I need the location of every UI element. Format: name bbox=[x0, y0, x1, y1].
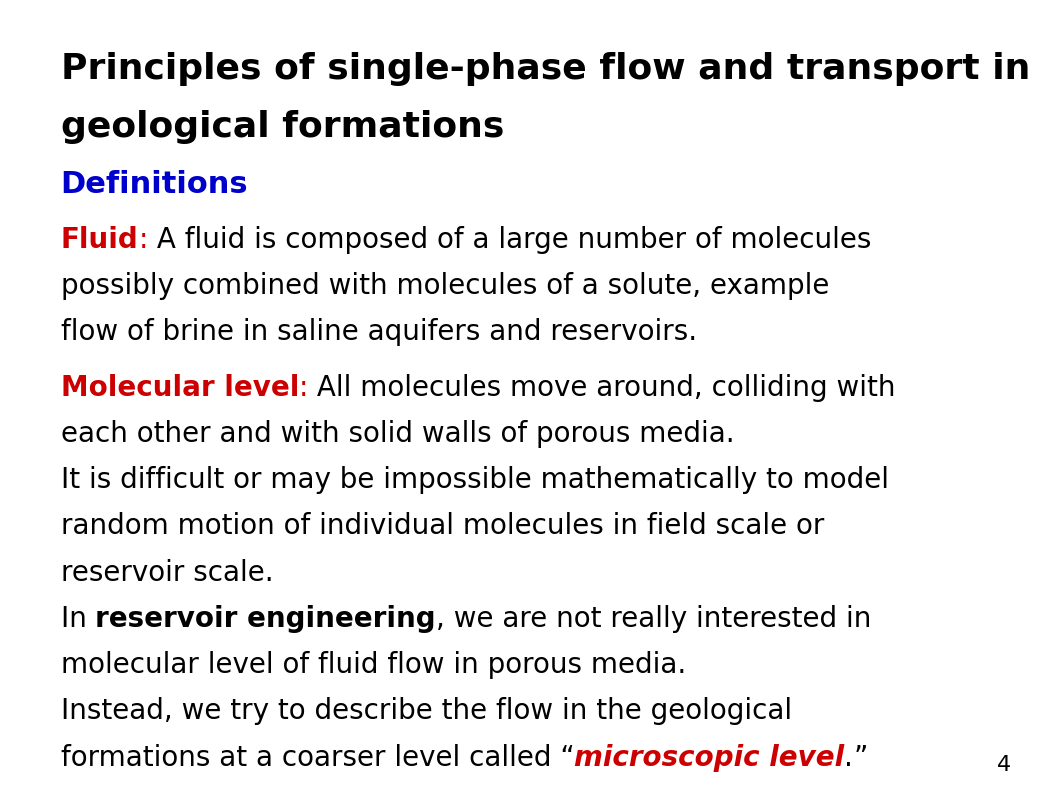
Text: microscopic level: microscopic level bbox=[575, 744, 844, 771]
Text: formations at a coarser level called “: formations at a coarser level called “ bbox=[61, 744, 575, 771]
Text: each other and with solid walls of porous media.: each other and with solid walls of porou… bbox=[61, 420, 734, 448]
Text: flow of brine in saline aquifers and reservoirs.: flow of brine in saline aquifers and res… bbox=[61, 318, 697, 346]
Text: geological formations: geological formations bbox=[61, 110, 503, 144]
Text: Fluid: Fluid bbox=[61, 226, 138, 253]
Text: All molecules move around, colliding with: All molecules move around, colliding wit… bbox=[308, 374, 895, 402]
Text: Molecular level: Molecular level bbox=[61, 374, 298, 402]
Text: :: : bbox=[298, 374, 308, 402]
Text: 4: 4 bbox=[997, 755, 1011, 775]
Text: Principles of single-phase flow and transport in: Principles of single-phase flow and tran… bbox=[61, 52, 1030, 86]
Text: It is difficult or may be impossible mathematically to model: It is difficult or may be impossible mat… bbox=[61, 466, 889, 494]
Text: possibly combined with molecules of a solute, example: possibly combined with molecules of a so… bbox=[61, 272, 829, 300]
Text: reservoir scale.: reservoir scale. bbox=[61, 559, 273, 587]
Text: Instead, we try to describe the flow in the geological: Instead, we try to describe the flow in … bbox=[61, 697, 791, 725]
Text: ”: ” bbox=[853, 744, 868, 771]
Text: reservoir engineering: reservoir engineering bbox=[96, 605, 435, 633]
Text: molecular level of fluid flow in porous media.: molecular level of fluid flow in porous … bbox=[61, 651, 686, 679]
Text: A fluid is composed of a large number of molecules: A fluid is composed of a large number of… bbox=[148, 226, 871, 253]
Text: .: . bbox=[844, 744, 853, 771]
Text: Definitions: Definitions bbox=[61, 170, 249, 198]
Text: random motion of individual molecules in field scale or: random motion of individual molecules in… bbox=[61, 512, 824, 540]
Text: , we are not really interested in: , we are not really interested in bbox=[435, 605, 871, 633]
Text: :: : bbox=[138, 226, 148, 253]
Text: In: In bbox=[61, 605, 96, 633]
